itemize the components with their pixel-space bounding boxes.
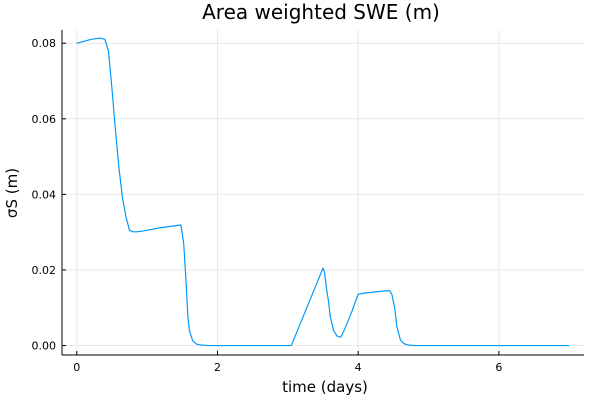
x-tick-label: 2: [214, 361, 221, 374]
x-tick-label: 0: [73, 361, 80, 374]
series-layer: [76, 37, 570, 347]
y-tick-label: 0.00: [32, 340, 57, 353]
y-axis-label: σS (m): [3, 168, 21, 218]
chart-title: Area weighted SWE (m): [202, 0, 440, 24]
y-tick-label: 0.02: [32, 264, 57, 277]
series-line: [76, 37, 570, 347]
y-tick-label: 0.06: [32, 113, 57, 126]
x-tick-label: 4: [355, 361, 362, 374]
x-axis-label: time (days): [282, 378, 368, 396]
grid: [62, 30, 584, 355]
axes: 0 2 4 6 0.00 0.02 0.04 0.06 0.08: [32, 30, 584, 374]
y-tick-label: 0.08: [32, 37, 57, 50]
x-tick-label: 6: [495, 361, 502, 374]
y-tick-label: 0.04: [32, 188, 57, 201]
